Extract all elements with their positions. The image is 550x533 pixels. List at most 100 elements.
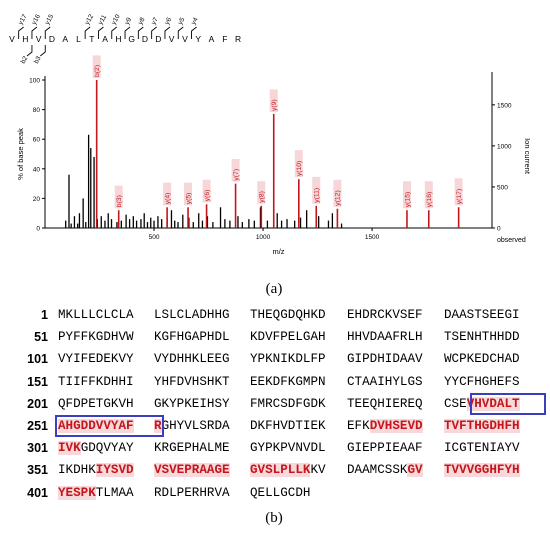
uncovered-residues: WCPKEDCHAD: [444, 352, 520, 367]
y-ion-bracket: [31, 26, 38, 39]
y-tick-label-left: 0: [36, 226, 40, 233]
peak-label: y(6): [204, 190, 211, 202]
peptide-residue: A: [209, 34, 215, 44]
peptide-highlight-box: [470, 392, 546, 415]
sequence-group: YYCFHGHEFS: [444, 375, 520, 389]
uncovered-residues: MKLLLCLCLA: [58, 308, 134, 322]
uncovered-residues: ICGTENIAYV: [444, 441, 520, 456]
uncovered-residues: PYFFKGDHVW: [58, 330, 134, 345]
sequence-group: YHFDVHSHKT: [154, 375, 230, 389]
peptide-residue: F: [222, 34, 227, 44]
uncovered-residues: DAASTSEEGI: [444, 308, 520, 322]
peak-label: y(9): [271, 99, 278, 111]
x-tick-label: 1500: [365, 234, 380, 241]
y-ion-label: y10: [110, 13, 121, 26]
sequence-position-number: 151: [27, 374, 48, 389]
sequence-group: TIIFFKDHHI: [58, 375, 134, 389]
sequence-group: HHVDAAFRLH: [347, 330, 423, 344]
sequence-group: MKLLLCLCLA: [58, 308, 134, 322]
uncovered-residues: GDQVYAY: [80, 441, 134, 456]
y-axis-label-right: Ion current: [523, 138, 532, 175]
peak-label-bg: [333, 179, 342, 207]
sequence-group: VYDHHKLEEG: [154, 352, 230, 366]
b-ion-label: b3: [33, 55, 43, 65]
covered-residues: IYSVD: [95, 463, 134, 478]
uncovered-residues: EHDRCKVSEF: [347, 308, 423, 322]
covered-residues: AHGDDVVYAF: [58, 419, 134, 433]
sequence-position-number: 201: [27, 396, 48, 411]
x-tick-label: 500: [149, 234, 160, 241]
peptide-residue: D: [49, 34, 55, 44]
sequence-group: ICGTENIAYV: [444, 441, 520, 455]
peak-label-bg: [454, 178, 463, 206]
uncovered-residues: YYCFHGHEFS: [444, 374, 520, 389]
y-ion-label: y12: [84, 13, 95, 26]
y-tick-label-right: 500: [497, 184, 508, 191]
covered-residues: R: [154, 419, 162, 433]
peak-label-bg: [294, 150, 303, 178]
uncovered-residues: VYDHHKLEEG: [154, 352, 230, 367]
peptide-residue: V: [182, 34, 188, 44]
sequence-group: FMRCSDFGDK: [250, 397, 326, 411]
peptide-residue: Y: [195, 34, 201, 44]
sequence-group: GYPKPVNVDL: [250, 441, 326, 455]
y-tick-label-left: 20: [33, 196, 41, 203]
peptide-residue: A: [62, 34, 68, 44]
chart-labels: b(2) b(3) y(4) y(5) y(6) y(7) y(8) y(9) y(10) y(1…: [92, 55, 463, 209]
sequence-group: TEEQHIEREQ: [347, 397, 423, 411]
peptide-residue: V: [36, 34, 42, 44]
y-tick-label-left: 40: [33, 166, 41, 173]
sequence-group: DKFHVDTIEK: [250, 419, 326, 433]
uncovered-residues: LSLCLADHHG: [154, 308, 230, 322]
sequence-position-number: 1: [41, 308, 48, 322]
sequence-group: LSLCLADHHG: [154, 308, 230, 322]
peak-label-bg: [312, 176, 321, 204]
sequence-group: TSENHTHHDD: [444, 330, 520, 344]
sequence-position-number: 301: [27, 441, 48, 456]
covered-residues: VHVDALT: [466, 396, 520, 411]
covered-residues: DVHSEVD: [369, 419, 423, 433]
y-ion-label: y7: [150, 16, 160, 26]
peak-label-bg: [114, 185, 123, 209]
sequence-group: IVKGDQVYAY: [58, 441, 134, 456]
sequence-group: TVVVGGHFYH: [444, 463, 520, 478]
y-ion-bracket: [111, 26, 118, 39]
sequence-group: YPKNIKDLFP: [250, 352, 326, 366]
covered-residues: TVVVGGHFYH: [444, 463, 520, 478]
sequence-group: KGFHGAPHDL: [154, 330, 230, 344]
y-axis-label-left: % of base peak: [16, 128, 25, 180]
sequence-group: EEKDFKGMPN: [250, 375, 326, 389]
y-tick-label-left: 100: [29, 78, 40, 85]
y-ion-label: y16: [31, 13, 42, 26]
sequence-group: KRGEPHALME: [154, 441, 230, 455]
uncovered-residues: KDVFPELGAH: [250, 330, 326, 345]
sequence-group: AHGDDVVYAF: [58, 419, 134, 433]
uncovered-residues: EFK: [347, 419, 370, 433]
covered-residues: GVSLPLLK: [250, 463, 311, 478]
sequence-group: QELLGCDH: [250, 486, 310, 500]
y-ion-bracket: [84, 26, 91, 39]
sequence-position-number: 251: [27, 419, 48, 433]
peak-label-bg: [202, 179, 211, 203]
uncovered-residues: EEKDFKGMPN: [250, 374, 326, 389]
peptide-residue: G: [128, 34, 135, 44]
peak-label: y(16): [426, 192, 433, 208]
sequence-row: 101 VYIFEDEKVY VYDHHKLEEG YPKNIKDLFP GIPDHID…: [0, 349, 550, 371]
peptide-residue: D: [155, 34, 161, 44]
sequence-position-number: 401: [27, 485, 48, 500]
y-tick-label-right: 0: [497, 226, 501, 233]
peptide-residue: H: [115, 34, 121, 44]
y-ion-bracket: [191, 26, 197, 39]
peak-label: y(12): [335, 190, 342, 206]
sequence-group: TVFTHGDHFH: [444, 419, 520, 433]
uncovered-residues: KGFHGAPHDL: [154, 330, 230, 345]
y-ion-bracket: [137, 26, 144, 39]
peak-label: b(3): [116, 195, 123, 207]
peak-label: y(5): [185, 193, 192, 205]
uncovered-residues: GKYPKEIHSY: [154, 396, 230, 411]
sequence-group: YESPKTLMAA: [58, 485, 134, 500]
uncovered-residues: YHFDVHSHKT: [154, 374, 230, 389]
uncovered-residues: DAAMCSSK: [347, 463, 408, 478]
sequence-group: EFKDVHSEVD: [347, 419, 423, 433]
